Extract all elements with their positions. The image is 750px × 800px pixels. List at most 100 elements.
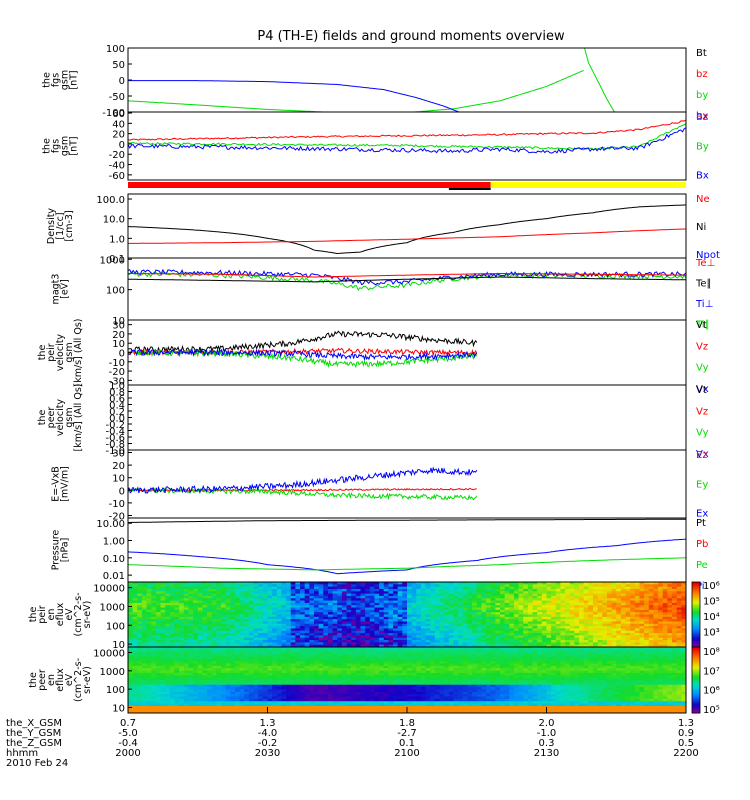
spectrogram-cell	[160, 674, 166, 678]
spectrogram-cell	[341, 586, 348, 589]
spectrogram-cell	[267, 686, 273, 690]
spectrogram-cell	[667, 627, 673, 631]
spectrogram-cell	[193, 707, 199, 711]
spectrogram-cell	[341, 595, 348, 599]
spectrogram-cell	[458, 586, 464, 589]
spectrogram-cell	[513, 586, 520, 589]
spectrogram-cell	[667, 586, 673, 589]
spectrogram-cell	[179, 702, 185, 706]
spectrogram-cell	[248, 662, 255, 666]
spectrogram-cell	[244, 705, 250, 709]
spectrogram-cell	[504, 609, 510, 613]
spectrogram-cell	[332, 606, 338, 610]
spectrogram-cell	[662, 599, 668, 603]
spectrogram-cell	[160, 620, 166, 624]
spectrogram-cell	[151, 616, 157, 620]
spectrogram-cell	[290, 647, 296, 650]
spectrogram-cell	[323, 695, 329, 699]
spectrogram-cell	[588, 595, 594, 599]
spectrogram-cell	[151, 710, 157, 713]
spectrogram-cell	[527, 583, 534, 587]
spectrogram-cell	[346, 627, 352, 631]
spectrogram-cell	[318, 695, 324, 699]
spectrogram-cell	[472, 625, 478, 629]
spectrogram-cell	[300, 667, 306, 671]
y-tick-label: 30	[112, 321, 125, 332]
spectrogram-cell	[258, 625, 264, 629]
spectrogram-cell	[216, 602, 222, 606]
spectrogram-cell	[207, 660, 213, 664]
spectrogram-cell	[467, 620, 473, 624]
spectrogram-cell	[337, 637, 343, 641]
spectrogram-cell	[253, 632, 259, 636]
spectrogram-cell	[128, 684, 134, 688]
spectrogram-cell	[169, 627, 176, 631]
spectrogram-cell	[132, 644, 138, 647]
spectrogram-cell	[239, 677, 245, 680]
spectrogram-cell	[518, 623, 524, 627]
spectrogram-cell	[448, 616, 455, 620]
spectrogram-cell	[132, 597, 138, 601]
spectrogram-cell	[197, 693, 203, 697]
spectrogram-cell	[262, 660, 269, 664]
spectrogram-cell	[332, 705, 338, 709]
spectrogram-cell	[207, 688, 213, 692]
spectrogram-cell	[327, 599, 334, 603]
spectrogram-cell	[239, 588, 245, 592]
spectrogram-cell	[267, 677, 273, 680]
spectrogram-cell	[574, 620, 580, 624]
spectrogram-cell	[588, 641, 594, 645]
spectrogram-cell	[216, 599, 222, 603]
spectrogram-cell	[620, 611, 627, 615]
spectrogram-cell	[151, 644, 157, 647]
spectrogram-cell	[672, 627, 678, 631]
spectrogram-cell	[509, 609, 515, 613]
spectrogram-cell	[155, 686, 162, 690]
spectrogram-cell	[537, 602, 543, 606]
spectrogram-cell	[216, 588, 222, 592]
spectrogram-cell	[332, 647, 338, 650]
y-tick-label: 1.0	[109, 381, 125, 392]
spectrogram-cell	[318, 702, 324, 706]
spectrogram-cell	[160, 684, 166, 688]
spectrogram-cell	[551, 606, 557, 610]
spectrogram-cell	[207, 674, 213, 678]
spectrogram-cell	[653, 637, 659, 641]
spectrogram-cell	[202, 677, 208, 680]
spectrogram-cell	[183, 710, 190, 713]
spectrogram-cell	[295, 667, 301, 671]
spectrogram-cell	[588, 634, 594, 638]
spectrogram-cell	[490, 627, 496, 631]
spectrogram-cell	[276, 698, 283, 702]
spectrogram-cell	[681, 586, 686, 589]
spectrogram-cell	[318, 582, 324, 585]
spectrogram-cell	[128, 593, 134, 596]
spectrogram-cell	[221, 595, 227, 599]
spectrogram-cell	[411, 637, 417, 641]
spectrogram-cell	[202, 647, 208, 650]
spectrogram-cell	[248, 604, 255, 608]
spectrogram-cell	[606, 613, 613, 617]
spectrogram-cell	[327, 590, 334, 594]
spectrogram-cell	[146, 700, 152, 704]
spectrogram-cell	[490, 609, 496, 613]
spectrogram-cell	[546, 627, 552, 631]
spectrogram-cell	[541, 609, 548, 613]
spectrogram-cell	[667, 623, 673, 627]
spectrogram-cell	[146, 648, 152, 652]
spectrogram-cell	[579, 616, 585, 620]
spectrogram-cell	[565, 593, 571, 596]
spectrogram-cell	[323, 655, 329, 659]
spectrogram-cell	[225, 681, 231, 685]
spectrogram-cell	[402, 644, 408, 647]
spectrogram-cell	[644, 606, 650, 610]
spectrogram-cell	[518, 627, 524, 631]
spectrogram-cell	[434, 604, 441, 608]
spectrogram-cell	[402, 588, 408, 592]
spectrogram-cell	[179, 674, 185, 678]
spectrogram-cell	[555, 623, 562, 627]
spectrogram-cell	[267, 583, 273, 587]
spectrogram-cell	[221, 588, 227, 592]
spectrogram-cell	[351, 618, 357, 622]
spectrogram-cell	[137, 688, 143, 692]
